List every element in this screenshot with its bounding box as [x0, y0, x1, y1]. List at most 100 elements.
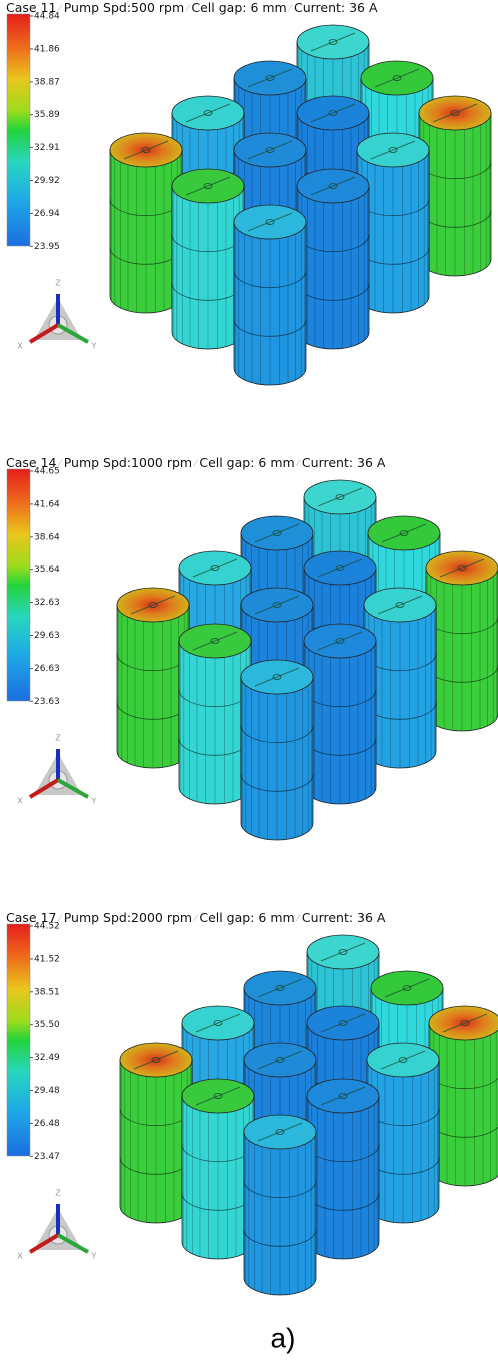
legend-label: 26.48	[34, 1119, 60, 1129]
color-bar	[6, 468, 31, 702]
cell	[243, 1114, 317, 1296]
legend-label: 38.87	[34, 77, 60, 87]
band-line	[240, 725, 314, 744]
legend-label: 44.84	[34, 12, 60, 22]
band-line	[233, 270, 307, 289]
legend-label: 23.63	[34, 697, 60, 707]
axis-label: Z	[55, 1189, 61, 1198]
tab	[380, 1050, 426, 1070]
legend-label: 26.94	[34, 209, 60, 219]
axis-triad: Z X Y	[17, 734, 96, 806]
panel-header: Case 17 ⁄ Pump Spd:2000 rpm ⁄ Cell gap: …	[6, 910, 386, 925]
x-arrow	[28, 778, 60, 799]
tab	[123, 140, 169, 160]
terminal	[335, 638, 345, 644]
x-arrow	[28, 1233, 60, 1254]
axis-label: X	[17, 797, 23, 806]
panel: Case 17 ⁄ Pump Spd:2000 rpm ⁄ Cell gap: …	[6, 910, 498, 1296]
terminal	[457, 565, 467, 571]
terminal	[398, 1057, 408, 1063]
legend-label: 44.52	[34, 922, 60, 932]
header-gap: Cell gap: 6 mm	[199, 910, 294, 925]
cell	[425, 550, 498, 732]
axis-label: X	[17, 342, 23, 351]
color-bar	[6, 13, 31, 247]
separator: ⁄	[56, 4, 63, 14]
cell	[233, 204, 307, 386]
terminal	[213, 1093, 223, 1099]
terminal	[210, 638, 220, 644]
separator: ⁄	[56, 459, 63, 469]
tab	[257, 1050, 303, 1070]
tab	[192, 558, 238, 578]
band-line	[233, 319, 307, 337]
tab	[195, 1013, 241, 1033]
legend-label: 41.52	[34, 954, 60, 964]
header-current: Current: 36 A	[294, 0, 378, 15]
cell-body	[233, 221, 307, 386]
tab	[317, 487, 363, 507]
legend-label: 35.64	[34, 565, 60, 575]
cell	[109, 132, 183, 314]
terminal	[272, 602, 282, 608]
terminal	[275, 985, 285, 991]
tab	[254, 523, 300, 543]
header-case: Case 14	[6, 455, 57, 470]
axis-label: Y	[91, 797, 97, 806]
y-arrow	[57, 1233, 89, 1254]
header-pump: Pump Spd:2000 rpm	[64, 910, 192, 925]
y-arrow	[57, 323, 89, 344]
cell	[119, 1042, 193, 1224]
separator: ⁄	[295, 914, 302, 924]
tab	[254, 595, 300, 615]
legend-label: 29.48	[34, 1086, 60, 1096]
terminal	[335, 565, 345, 571]
cell	[296, 168, 370, 350]
tab	[247, 68, 293, 88]
cell	[303, 623, 377, 805]
color-bar	[6, 923, 31, 1157]
cell	[306, 1078, 380, 1260]
tab	[133, 1050, 179, 1070]
legend-label: 38.64	[34, 532, 60, 542]
tab	[381, 523, 427, 543]
terminal	[338, 1093, 348, 1099]
separator: ⁄	[287, 4, 294, 14]
tab	[317, 558, 363, 578]
tab	[370, 140, 416, 160]
terminal	[275, 1057, 285, 1063]
tab	[310, 32, 356, 52]
terminal	[203, 183, 213, 189]
band-line	[243, 1180, 317, 1199]
legend-label: 29.63	[34, 631, 60, 641]
terminal	[338, 1020, 348, 1026]
tab	[439, 558, 485, 578]
x-arrow	[28, 323, 60, 344]
legend-label: 35.50	[34, 1020, 60, 1030]
header-pump: Pump Spd:500 rpm	[64, 0, 184, 15]
terminal	[265, 75, 275, 81]
legend-label: 38.51	[34, 987, 60, 997]
terminal	[388, 147, 398, 153]
terminal	[148, 602, 158, 608]
tab	[185, 176, 231, 196]
tab	[442, 1013, 488, 1033]
terminal	[460, 1020, 470, 1026]
panel-header: Case 14 ⁄ Pump Spd:1000 rpm ⁄ Cell gap: …	[6, 455, 386, 470]
panel: Case 11 ⁄ Pump Spd:500 rpm ⁄ Cell gap: 6…	[6, 0, 492, 386]
tab	[310, 103, 356, 123]
separator: ⁄	[192, 914, 199, 924]
terminal	[335, 494, 345, 500]
axis-label: Y	[91, 342, 97, 351]
legend-label: 23.47	[34, 1152, 60, 1162]
axis-label: Y	[91, 1252, 97, 1261]
tab	[192, 631, 238, 651]
legend-label: 41.86	[34, 44, 60, 54]
tab	[310, 176, 356, 196]
header-gap: Cell gap: 6 mm	[199, 455, 294, 470]
tab	[254, 667, 300, 687]
tab	[384, 978, 430, 998]
tab	[374, 68, 420, 88]
